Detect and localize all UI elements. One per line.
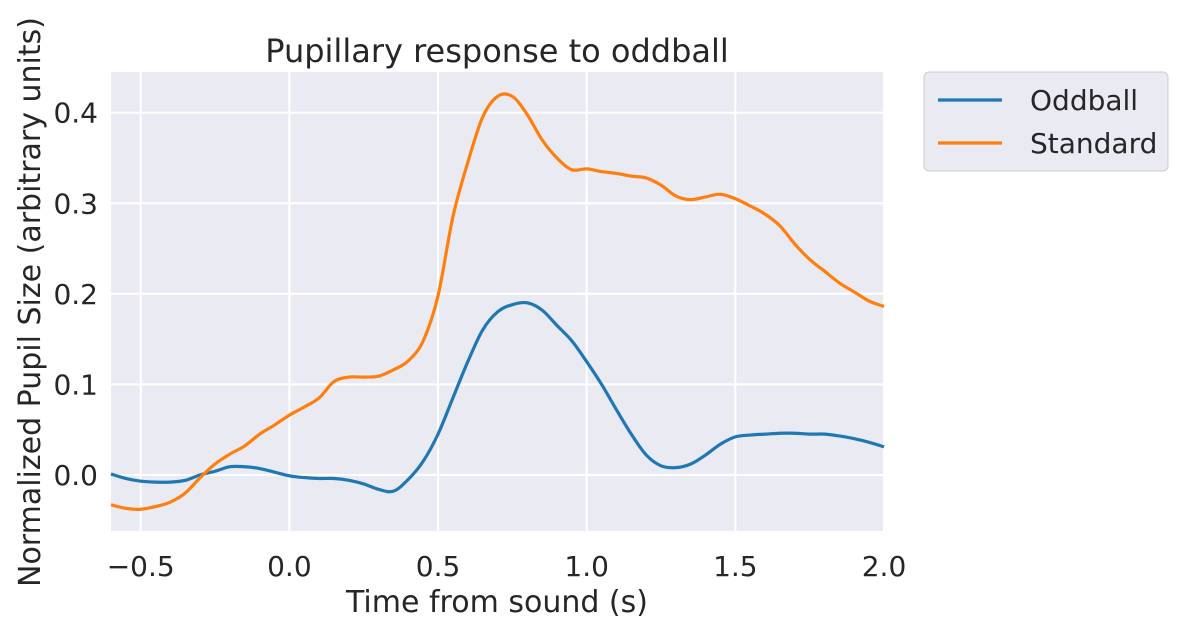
x-tick-label: 0.0 (267, 550, 312, 583)
y-tick-label: 0.3 (53, 187, 98, 220)
x-tick-label: 1.0 (564, 550, 609, 583)
y-axis-label: Normalized Pupil Size (arbitrary units) (13, 17, 48, 587)
grid-lines (111, 72, 885, 531)
series-line-standard (110, 92, 885, 511)
y-tick-label: 0.4 (53, 97, 98, 130)
series-lines (110, 92, 885, 511)
x-tick-label: 1.5 (713, 550, 758, 583)
plot-background (111, 72, 884, 531)
legend-label-standard: Standard (1030, 127, 1157, 160)
legend-box (923, 71, 1169, 172)
y-tick-label: 0.2 (53, 278, 98, 311)
x-tick-labels: −0.5 0.0 0.5 1.0 1.5 2.0 (107, 550, 907, 583)
y-tick-label: 0.1 (53, 368, 98, 401)
y-tick-labels: 0.0 0.1 0.2 0.3 0.4 (53, 97, 98, 492)
x-tick-label: −0.5 (107, 550, 175, 583)
x-axis-label: Time from sound (s) (345, 585, 648, 620)
x-tick-label: 2.0 (862, 550, 907, 583)
x-tick-label: 0.5 (416, 550, 461, 583)
legend: Oddball Standard (923, 71, 1169, 172)
legend-label-oddball: Oddball (1030, 84, 1138, 117)
y-tick-label: 0.0 (53, 459, 98, 492)
chart-title: Pupillary response to oddball (265, 32, 729, 70)
series-line-oddball (110, 300, 885, 494)
